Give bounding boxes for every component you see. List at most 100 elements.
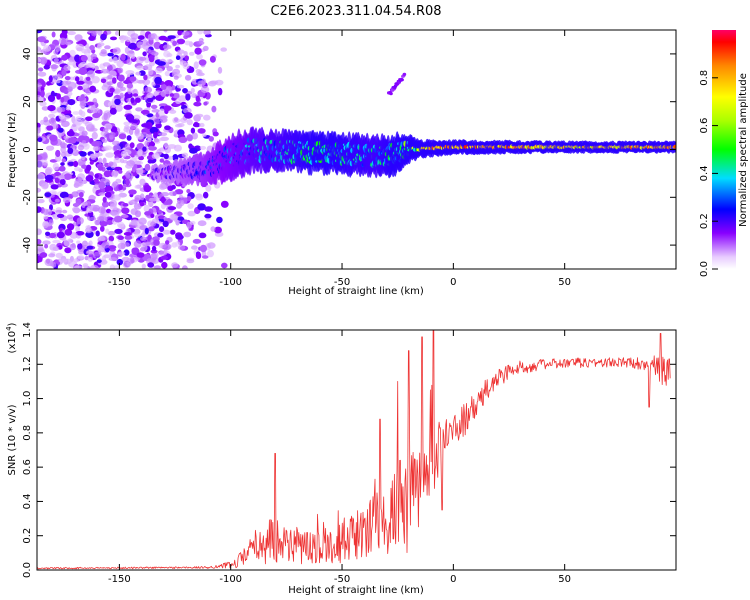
spectrogram-cell <box>118 184 123 191</box>
spectrogram-cell <box>43 215 48 220</box>
spectrogram-cell <box>198 59 207 66</box>
spectrogram-cell <box>148 226 155 232</box>
spectrogram-cell <box>201 78 207 86</box>
spectrogram-cell <box>220 47 227 52</box>
snr-series-line <box>36 329 671 570</box>
spectrogram-cell <box>131 166 136 173</box>
spectrogram-cell <box>162 44 172 50</box>
spectrogram-cell <box>135 160 144 165</box>
spectrogram-cell <box>86 70 96 78</box>
spectrogram-cell <box>41 182 49 190</box>
spectrogram-cell <box>73 265 83 269</box>
spectrogram-cell <box>59 178 66 186</box>
spectrogram-cell <box>41 106 50 111</box>
colorbar: 0.0 0.2 0.4 0.6 0.8 Normalized spectral ampl… <box>699 30 749 277</box>
spectrogram-cell <box>58 258 68 263</box>
spectrogram-cell <box>130 97 135 104</box>
snr-frame <box>36 329 677 571</box>
spectrogram-cell <box>42 152 48 161</box>
spectrogram-cell <box>127 115 135 123</box>
spectrogram-cell <box>100 78 107 84</box>
spectrogram-cell <box>153 192 158 199</box>
spectrogram-cell <box>150 249 158 254</box>
spectrogram-cell <box>112 56 118 64</box>
spectrogram-cell <box>175 87 181 92</box>
spectrogram-cell <box>58 37 67 45</box>
snr-y-tick-label: 1.0 <box>22 391 33 407</box>
spectrogram-cell <box>57 174 66 180</box>
spectrogram-cell <box>64 76 71 81</box>
spectrogram-cell <box>143 204 150 213</box>
spectrogram-cells <box>37 30 676 269</box>
spectrogram-cell <box>112 47 121 55</box>
spectrogram-cell <box>52 162 60 171</box>
spectrogram-cell <box>135 97 141 103</box>
spectrogram-cell <box>37 82 42 89</box>
spectrogram-cell <box>63 64 71 72</box>
spectrogram-cell <box>163 153 169 160</box>
spectrogram-cell <box>56 213 65 218</box>
snr-y-tick-label: 0.2 <box>22 528 33 544</box>
spectrogram-cell <box>142 146 147 152</box>
spectrogram-cell <box>76 240 81 244</box>
spectrogram-cell <box>43 45 51 52</box>
spectrogram-cell <box>186 196 192 202</box>
spectrogram-cell <box>119 92 124 99</box>
spectrogram-cell <box>179 60 187 66</box>
spectrogram-plot-area <box>37 30 676 269</box>
spectrogram-cell <box>199 122 205 128</box>
spectrogram-cell <box>48 253 56 258</box>
snr-y-tick-label: 1.4 <box>22 322 33 338</box>
spectrogram-cell <box>74 34 83 42</box>
spectrogram-cell <box>132 114 141 120</box>
spectrogram-cell <box>166 66 173 72</box>
spectrogram-cell <box>86 101 95 106</box>
spectrogram-cell <box>199 145 207 150</box>
snr-chart: -150 -100 -50 0 50 0.00.20.40.60.81.01.21.4 … <box>5 322 677 596</box>
spectrogram-cell <box>43 116 49 123</box>
spectrogram-cell <box>113 194 121 201</box>
spectrogram-cell <box>182 107 192 114</box>
spectrogram-cell <box>389 92 393 96</box>
spectrogram-cell <box>198 69 203 76</box>
spectrogram-cell <box>158 137 166 142</box>
spectrogram-cell <box>67 161 75 166</box>
spectrogram-cell <box>177 122 185 128</box>
spectrogram-cell <box>402 72 407 76</box>
spectrogram-cell <box>151 153 160 160</box>
spectrogram-cell <box>146 92 154 99</box>
spectrogram-x-ticks: -150 -100 -50 0 50 <box>108 30 571 288</box>
spectrogram-cell <box>105 152 114 158</box>
spectrogram-cell <box>157 108 166 116</box>
spectrogram-cell <box>169 93 175 97</box>
spectrogram-cell <box>106 220 114 225</box>
spectrogram-cell <box>197 30 204 35</box>
spectrogram-cell <box>140 109 150 115</box>
spectrogram-cell <box>143 64 153 71</box>
spectrogram-cell <box>86 164 92 171</box>
spectrogram-cell <box>55 207 63 214</box>
spectrogram-cell <box>77 85 84 91</box>
spectrogram-cell <box>102 127 109 133</box>
spectrogram-cell <box>55 149 61 158</box>
spectrogram-cell <box>141 263 146 269</box>
spectrogram-cell <box>117 67 124 74</box>
spectrogram-y-tick-label: -20 <box>22 189 33 205</box>
spectrogram-cell <box>173 75 179 80</box>
spectrogram-cell <box>37 64 40 69</box>
spectrogram-cell <box>169 229 176 235</box>
spectrogram-cell <box>205 184 212 192</box>
spectrogram-cell <box>64 247 72 254</box>
colorbar-tick-label: 0.2 <box>699 213 710 229</box>
spectrogram-cell <box>178 136 188 143</box>
spectrogram-cell <box>68 137 77 144</box>
spectrogram-cell <box>46 125 54 131</box>
colorbar-tick-label: 0.0 <box>699 261 710 277</box>
spectrogram-cell <box>135 107 143 112</box>
spectrogram-cell <box>154 67 163 74</box>
spectrogram-cell <box>108 235 115 242</box>
spectrogram-cell <box>45 231 51 236</box>
spectrogram-cell <box>115 150 121 154</box>
spectrogram-y-tick-label: 40 <box>22 48 33 61</box>
spectrogram-cell <box>146 97 154 103</box>
